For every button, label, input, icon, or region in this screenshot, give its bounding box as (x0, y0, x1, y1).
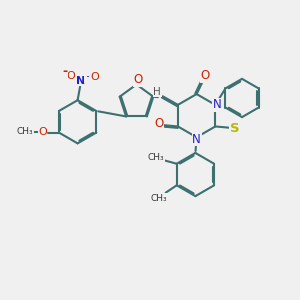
Text: N: N (213, 98, 222, 111)
Text: N: N (192, 133, 201, 146)
Text: O: O (90, 72, 99, 82)
Text: N: N (76, 76, 86, 85)
Text: S: S (230, 122, 240, 135)
Text: CH₃: CH₃ (148, 153, 164, 162)
Text: O: O (133, 73, 142, 86)
Text: CH₃: CH₃ (151, 194, 167, 202)
Text: O: O (200, 69, 209, 82)
Text: O: O (38, 127, 47, 137)
Text: H: H (153, 87, 161, 97)
Text: O: O (154, 118, 164, 130)
Text: +: + (85, 72, 93, 82)
Text: CH₃: CH₃ (17, 127, 34, 136)
Text: O: O (66, 71, 75, 81)
Text: -: - (62, 65, 67, 78)
